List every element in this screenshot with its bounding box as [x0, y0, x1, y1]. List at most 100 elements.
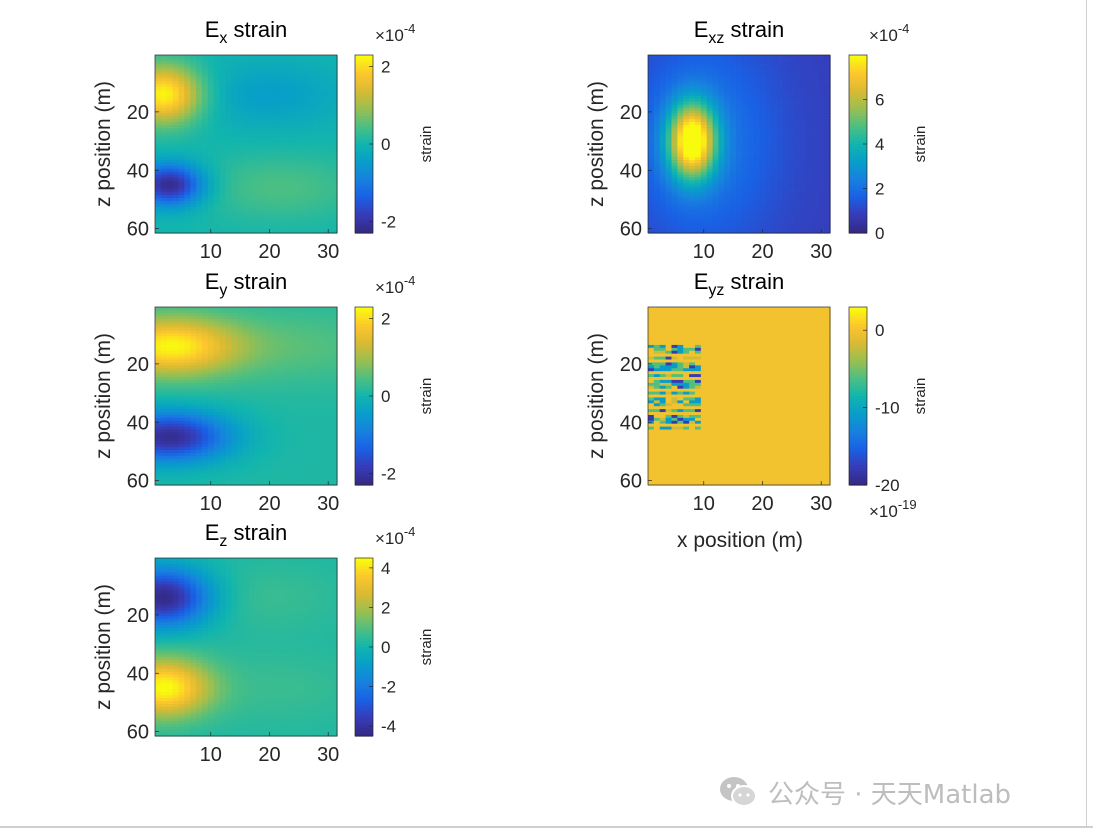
heat-cell: [319, 385, 326, 390]
heat-cell: [313, 315, 320, 320]
heat-cell: [295, 330, 303, 334]
heat-cell: [753, 107, 761, 112]
heat-cell: [806, 55, 813, 59]
heat-cell: [190, 394, 197, 399]
heat-cell: [172, 133, 180, 138]
heat-cell: [806, 148, 813, 152]
heat-cell: [272, 227, 279, 231]
heat-cell: [765, 98, 772, 103]
heat-cell: [260, 98, 268, 103]
heatmap-ey: [155, 307, 338, 486]
heat-cell: [278, 69, 285, 74]
heat-cell: [301, 157, 309, 161]
heat-cell: [783, 183, 790, 187]
heat-cell: [237, 87, 244, 91]
heat-cell: [178, 101, 185, 106]
heat-cell: [237, 160, 244, 164]
heat-cell: [237, 125, 244, 129]
heat-cell: [777, 227, 784, 231]
heat-cell: [824, 133, 831, 138]
heat-cell: [290, 60, 297, 65]
heat-cell: [747, 218, 755, 222]
heat-cell: [266, 206, 274, 211]
heat-cell: [800, 148, 808, 152]
heat-cell: [254, 307, 262, 311]
heat-cell: [736, 139, 743, 144]
heat-cell: [254, 394, 262, 399]
heat-cell: [160, 321, 168, 326]
heat-cell: [201, 192, 209, 196]
heat-cell: [777, 119, 784, 123]
heat-cell: [706, 180, 714, 184]
heat-cell: [800, 90, 808, 94]
heat-cell: [254, 119, 262, 123]
heat-cell: [295, 312, 303, 317]
heat-cell: [319, 142, 326, 147]
heat-cell: [319, 374, 326, 378]
heat-cell: [254, 221, 262, 225]
heat-cell: [237, 72, 244, 77]
heat-cell: [290, 209, 297, 214]
heat-cell: [648, 160, 655, 164]
heat-cell: [248, 397, 256, 401]
heat-cell: [812, 165, 819, 170]
heat-cell: [741, 230, 749, 234]
heat-cell: [213, 391, 221, 396]
heat-cell: [225, 139, 232, 144]
heat-cell: [190, 160, 197, 164]
heat-cell: [736, 98, 743, 103]
heat-cell: [260, 347, 268, 352]
heat-cell: [712, 104, 720, 109]
heat-cell: [325, 130, 332, 135]
heat-cell: [219, 98, 227, 103]
heat-cell: [313, 362, 320, 366]
heat-cell: [254, 168, 262, 173]
heat-cell: [677, 113, 684, 117]
heat-cell: [313, 165, 320, 170]
heat-cell: [278, 336, 285, 340]
heat-cell: [190, 203, 197, 208]
heat-cell: [331, 180, 338, 184]
heat-cell: [190, 171, 197, 176]
heat-cell: [190, 168, 197, 173]
heat-cell: [184, 92, 191, 97]
colorbar-swatch: [849, 55, 867, 59]
heat-cell: [231, 92, 238, 97]
heat-cell: [648, 98, 655, 103]
heat-cell: [184, 113, 191, 117]
heat-cell: [272, 104, 279, 109]
heat-cell: [184, 333, 191, 337]
heat-cell: [295, 145, 303, 149]
heat-cell: [213, 342, 221, 346]
heat-cell: [783, 107, 790, 112]
heat-cell: [706, 90, 714, 94]
heat-cell: [254, 63, 262, 68]
heat-cell: [741, 84, 749, 88]
heat-cell: [213, 162, 221, 167]
heat-cell: [677, 218, 684, 222]
heat-cell: [301, 75, 309, 79]
heat-cell: [178, 189, 185, 193]
heat-cell: [331, 192, 338, 196]
heat-cell: [741, 69, 749, 74]
heat-cell: [231, 78, 238, 82]
colorbar-swatch: [849, 185, 867, 190]
heat-cell: [689, 66, 696, 71]
heat-cell: [806, 197, 813, 202]
heat-cell: [694, 227, 702, 231]
heat-cell: [172, 171, 180, 176]
heat-cell: [753, 157, 761, 161]
heat-cell: [689, 192, 696, 196]
heat-cell: [818, 221, 825, 225]
heat-cell: [765, 57, 772, 62]
heat-cell: [225, 307, 232, 311]
heat-cell: [648, 221, 655, 225]
heat-cell: [677, 209, 684, 214]
heat-cell: [219, 333, 227, 337]
heat-cell: [272, 174, 279, 179]
heat-cell: [753, 177, 761, 182]
heat-cell: [178, 377, 185, 381]
heat-cell: [307, 81, 315, 85]
heat-cell: [160, 215, 168, 220]
heat-cell: [824, 171, 831, 176]
